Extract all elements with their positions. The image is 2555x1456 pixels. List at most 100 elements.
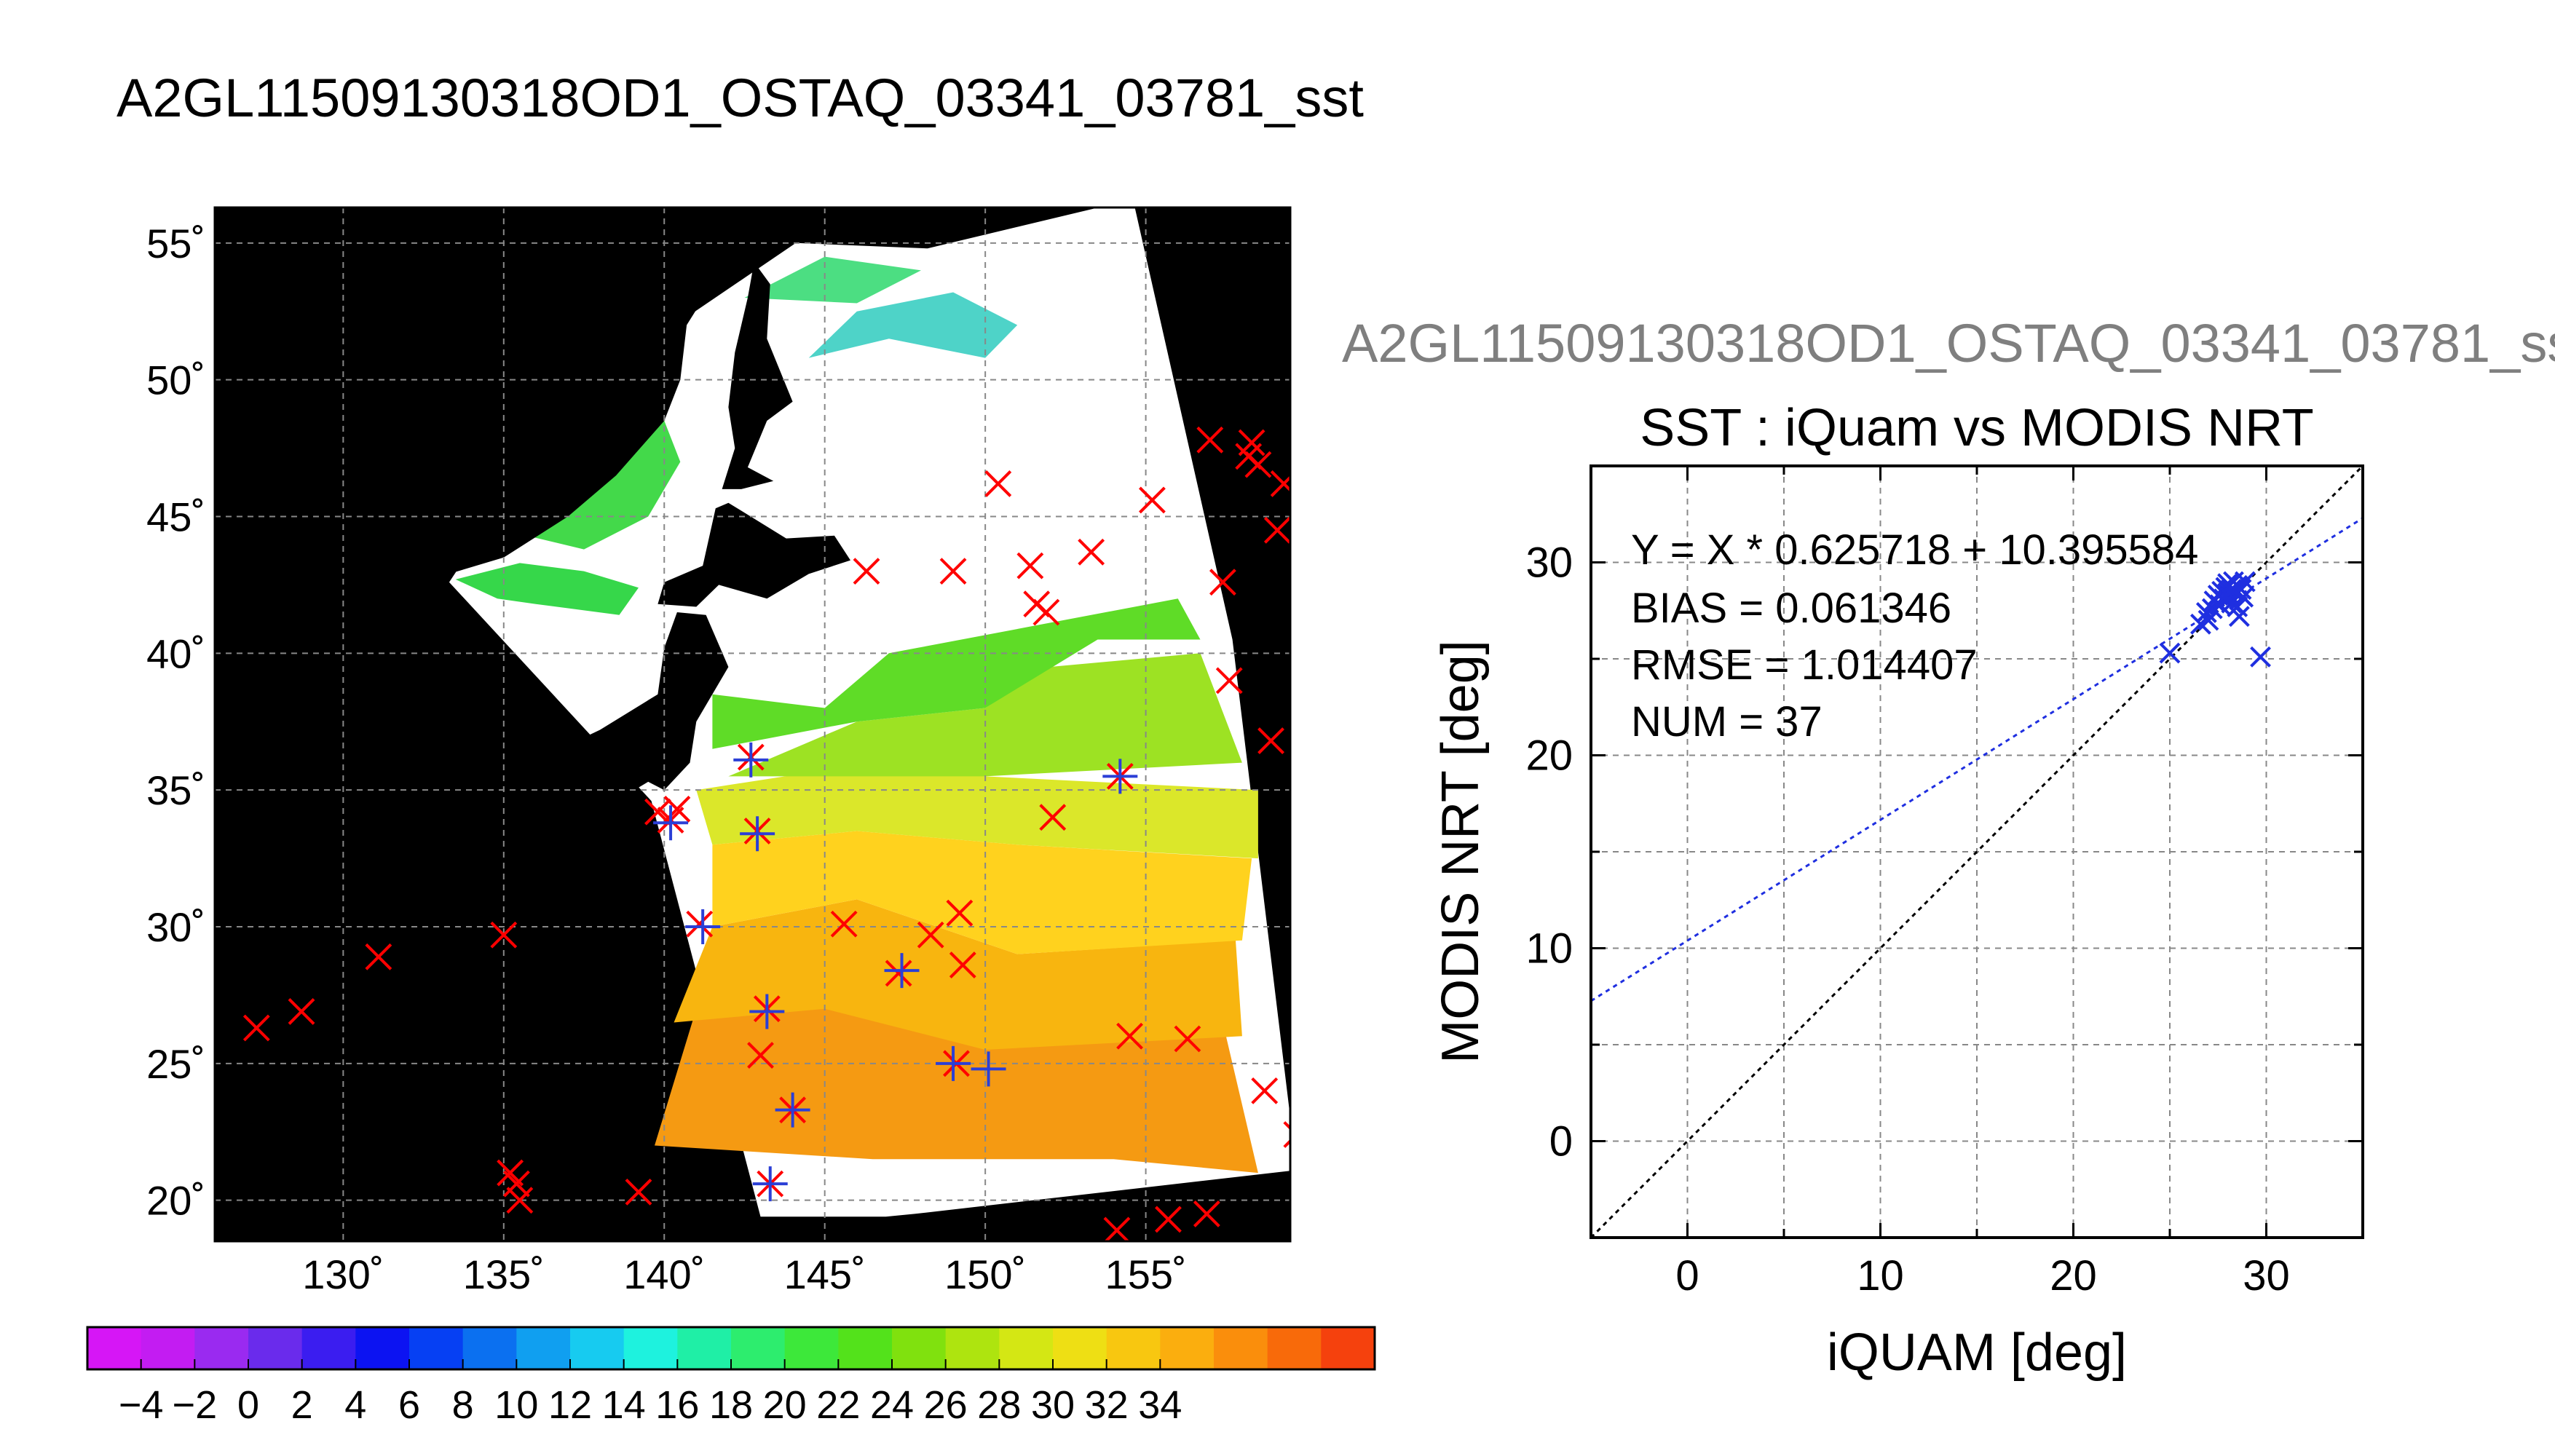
- colorbar-tick-label: 22: [816, 1383, 860, 1427]
- matchup-marker: [749, 994, 785, 1029]
- colorbar-tick-label: −4: [119, 1383, 164, 1427]
- regression-line: [1591, 517, 2363, 1002]
- scatter-point: [2250, 646, 2271, 668]
- scatter-point: [2197, 609, 2219, 631]
- iquam-marker: [1283, 1121, 1290, 1148]
- colorbar-cell: [1321, 1327, 1375, 1369]
- land-mainland: [215, 207, 713, 599]
- colorbar-tick-label: −2: [173, 1383, 218, 1427]
- colorbar-cell: [784, 1327, 839, 1369]
- sst-region: [712, 831, 1252, 954]
- map-lon-label: 145˚: [784, 1251, 866, 1297]
- colorbar-cell: [355, 1327, 410, 1369]
- land-sakhalin: [722, 262, 793, 489]
- y-tick-label: 10: [1525, 925, 1573, 973]
- sst-region: [712, 598, 1201, 749]
- colorbar-cell: [462, 1327, 517, 1369]
- land-mask: [215, 207, 850, 839]
- colorbar-cell: [892, 1327, 947, 1369]
- map-lon-labels: 130˚ 135˚ 140˚ 145˚ 150˚ 155˚: [302, 1251, 1186, 1297]
- colorbar-tick-label: 6: [398, 1383, 420, 1427]
- iquam-marker: [1174, 1025, 1201, 1053]
- sst-map: 130˚ 135˚ 140˚ 145˚ 150˚ 155˚ 20˚ 25˚ 30˚ 35˚ 40˚…: [146, 206, 1292, 1297]
- matchup-marker: [733, 742, 769, 778]
- map-lon-label: 140˚: [623, 1251, 705, 1297]
- annotation-fit: Y = X * 0.625718 + 10.395584: [1631, 526, 2198, 574]
- colorbar-tick-label: 16: [655, 1383, 699, 1427]
- colorbar-cell: [141, 1327, 195, 1369]
- colorbar-tick-label: 28: [977, 1383, 1021, 1427]
- colorbar-tick-label: 26: [924, 1383, 968, 1427]
- iquam-marker: [1016, 552, 1044, 579]
- matchup-marker: [884, 953, 920, 989]
- colorbar-tick-label: 12: [548, 1383, 592, 1427]
- colorbar-tick-label: 10: [494, 1383, 538, 1427]
- iquam-marker: [885, 960, 912, 987]
- matchup-marker: [653, 805, 689, 841]
- colorbar-cell: [248, 1327, 303, 1369]
- colorbar-cell: [516, 1327, 571, 1369]
- colorbar: −4 −2 0 2 4 6 8 10 12 14 16 18 20 22 24 26 28 30 32 34: [86, 1326, 1376, 1427]
- annotation-num: NUM = 37: [1631, 698, 1823, 745]
- colorbar-tick-label: 20: [763, 1383, 807, 1427]
- iquam-marker: [1116, 1022, 1143, 1050]
- colorbar-tick-label: 32: [1085, 1383, 1129, 1427]
- matchup-marker: [685, 909, 721, 944]
- iquam-marker: [1139, 486, 1166, 514]
- map-lon-label: 150˚: [944, 1251, 1026, 1297]
- iquam-marker: [853, 558, 880, 585]
- map-lon-label: 155˚: [1105, 1251, 1187, 1297]
- matchup-marker: [971, 1051, 1006, 1087]
- iquam-marker: [503, 1170, 530, 1198]
- map-lat-label: 50˚: [146, 357, 205, 403]
- colorbar-tick-labels: −4 −2 0 2 4 6 8 10 12 14 16 18 20 22 24 26 28 30 32 34: [119, 1359, 1182, 1427]
- main-title: A2GL11509130318OD1_OSTAQ_03341_03781_sst: [117, 68, 1364, 128]
- map-lat-label: 45˚: [146, 494, 205, 539]
- colorbar-cell: [409, 1327, 464, 1369]
- sst-region: [455, 563, 639, 615]
- colorbar-tick-label: 0: [237, 1383, 259, 1427]
- map-lat-label: 40˚: [146, 630, 205, 676]
- scatter-point: [2159, 642, 2181, 664]
- map-lat-label: 35˚: [146, 767, 205, 813]
- iquam-marker: [946, 899, 974, 927]
- matchup-marker: [1102, 759, 1138, 794]
- annotation-rmse: RMSE = 1.014407: [1631, 641, 1978, 689]
- x-tick-label: 0: [1675, 1252, 1699, 1299]
- iquam-marker: [1215, 667, 1243, 695]
- iquam-marker: [1270, 470, 1290, 497]
- iquam-marker: [917, 921, 944, 949]
- iquam-marker: [490, 921, 518, 949]
- iquam-marker: [1251, 1077, 1279, 1104]
- y-axis-label: MODIS NRT [deg]: [1431, 640, 1490, 1064]
- map-lon-label: 130˚: [302, 1251, 384, 1297]
- iquam-marker: [365, 943, 392, 970]
- scatter-title: SST : iQuam vs MODIS NRT: [1640, 399, 2314, 457]
- colorbar-cell: [1214, 1327, 1268, 1369]
- iquam-marker: [663, 796, 691, 823]
- sst-region: [744, 256, 921, 304]
- map-frame: [213, 206, 1292, 1243]
- iquam-marker: [1263, 516, 1290, 544]
- iquam-marker: [830, 910, 858, 938]
- colorbar-cell: [677, 1327, 732, 1369]
- y-tick-label: 20: [1525, 732, 1573, 780]
- x-axis-label: iQUAM [deg]: [1827, 1324, 2127, 1382]
- iquam-marker: [242, 1014, 270, 1042]
- sst-region: [696, 762, 1258, 859]
- iquam-marker: [506, 1187, 534, 1214]
- map-lat-label: 25˚: [146, 1041, 205, 1087]
- iquam-marker: [1196, 426, 1224, 454]
- iquam-marker: [1257, 727, 1284, 754]
- colorbar-cell: [1053, 1327, 1107, 1369]
- colorbar-tick-label: 34: [1138, 1383, 1182, 1427]
- colorbar-cell: [623, 1327, 678, 1369]
- iquam-marker: [939, 558, 967, 585]
- colorbar-cell: [1267, 1327, 1322, 1369]
- map-gridlines: [215, 207, 1290, 1241]
- colorbar-tick-label: 14: [602, 1383, 646, 1427]
- annotation-bias: BIAS = 0.061346: [1631, 585, 1951, 632]
- colorbar-cell: [999, 1327, 1054, 1369]
- y-tick-labels: 0 10 20 30: [1525, 539, 1573, 1166]
